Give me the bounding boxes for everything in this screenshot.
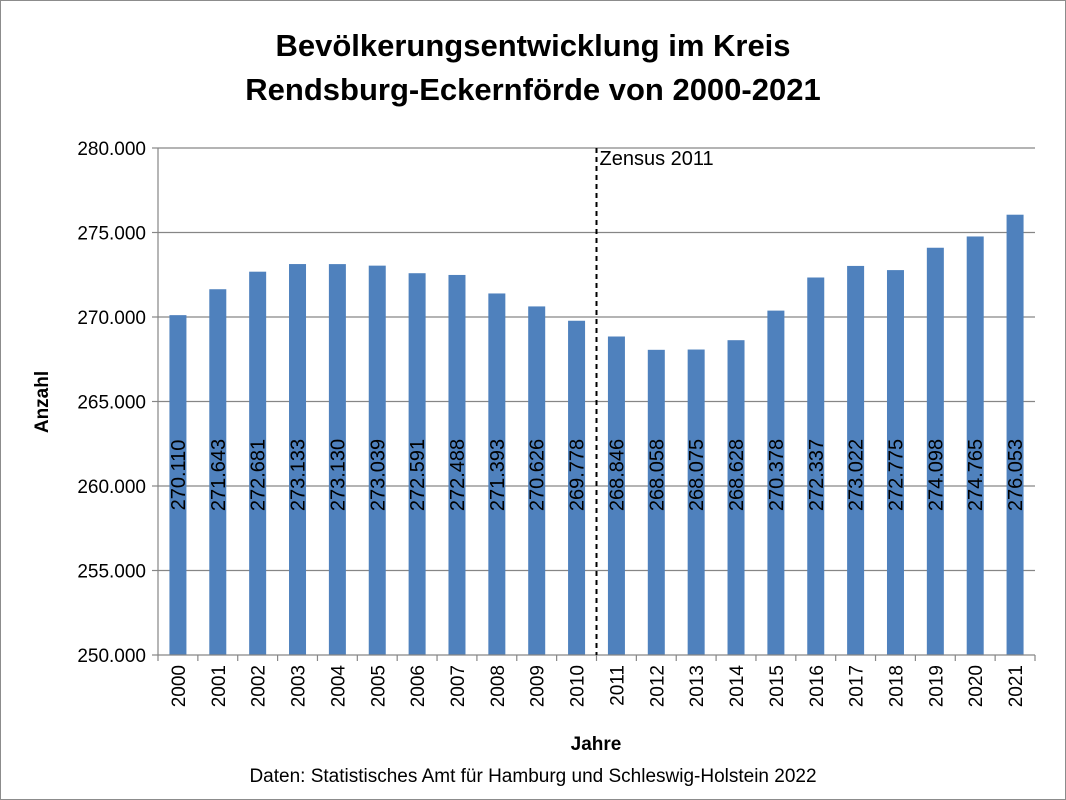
bar-2010	[568, 320, 586, 655]
value-label-2005: 273.039	[367, 439, 389, 511]
annotations: Zensus 2011	[595, 148, 714, 655]
bar-2016	[807, 277, 825, 655]
y-tick-label: 265.000	[77, 393, 146, 414]
x-tick-label: 2006	[408, 665, 429, 707]
chart-title-line-2: Rendsburg-Eckernförde von 2000-2021	[245, 72, 821, 107]
y-tick-label: 275.000	[77, 224, 146, 245]
bar-2021	[1006, 214, 1024, 656]
bar-2001	[209, 289, 227, 655]
chart-title: Bevölkerungsentwicklung im Kreis Rendsbu…	[0, 24, 1066, 112]
x-tick-label: 2015	[767, 665, 788, 707]
data-labels: 270.110 271.643 272.681 273.133 273.130 273.0…	[168, 439, 1027, 511]
x-tick-label: 2003	[289, 665, 310, 707]
value-label-2004: 273.130	[327, 439, 349, 511]
chart-title-line-1: Bevölkerungsentwicklung im Kreis	[275, 28, 791, 63]
bar-2004	[328, 264, 346, 655]
x-tick-label: 2004	[328, 665, 349, 708]
bar-2011	[607, 336, 625, 655]
x-tick-label: 2000	[169, 665, 190, 707]
value-label-2017: 273.022	[846, 439, 868, 511]
x-tick-label: 2002	[249, 665, 270, 707]
bar-2000	[169, 315, 187, 655]
value-label-2000: 270.110	[168, 440, 190, 511]
value-label-2012: 268.058	[646, 439, 668, 511]
bars	[169, 214, 1024, 656]
value-label-2020: 274.765	[965, 439, 987, 511]
value-label-2021: 276.053	[1005, 439, 1027, 511]
value-label-2011: 268.846	[606, 439, 628, 511]
bar-2007	[448, 274, 466, 655]
x-tick-label: 2012	[647, 665, 668, 707]
bar-2005	[368, 265, 386, 655]
bar-2012	[647, 349, 665, 655]
bar-2020	[966, 236, 984, 655]
value-label-2013: 268.075	[686, 439, 708, 511]
x-tick-label: 2001	[209, 665, 230, 707]
value-label-2016: 272.337	[806, 439, 828, 511]
x-tick-label: 2014	[727, 665, 748, 708]
value-label-2015: 270.378	[766, 439, 788, 511]
value-label-2002: 272.681	[248, 439, 270, 511]
x-tick-label: 2018	[886, 665, 907, 707]
bar-2006	[408, 273, 426, 655]
value-label-2014: 268.628	[726, 439, 748, 511]
bar-2018	[886, 270, 904, 655]
y-tick-label: 255.000	[77, 562, 146, 583]
x-tick-label: 2017	[847, 665, 868, 707]
bar-2003	[289, 264, 307, 655]
bar-2015	[767, 310, 785, 655]
value-label-2006: 272.591	[407, 439, 429, 511]
value-label-2009: 270.626	[527, 439, 549, 511]
value-label-2018: 272.775	[885, 439, 907, 511]
y-tick-label: 260.000	[77, 477, 146, 498]
x-tick-label: 2008	[488, 665, 509, 707]
y-tick-label: 270.000	[77, 308, 146, 329]
x-tick-label: 2009	[528, 665, 549, 707]
y-tick-labels: 250.000 255.000 260.000 265.000 270.000 275.0…	[77, 139, 146, 667]
y-tick-label: 280.000	[77, 139, 146, 160]
x-tick-label: 2019	[926, 665, 947, 707]
bar-2019	[926, 247, 944, 655]
x-tick-label: 2007	[448, 665, 469, 707]
x-tick-label: 2005	[368, 665, 389, 707]
value-label-2019: 274.098	[925, 439, 947, 511]
annotation-label: Zensus 2011	[600, 148, 714, 170]
bar-2017	[847, 265, 865, 655]
y-axis-title: Anzahl	[32, 371, 53, 433]
value-label-2008: 271.393	[487, 439, 509, 511]
value-label-2003: 273.133	[288, 439, 310, 511]
bar-2002	[249, 271, 267, 655]
bar-2009	[528, 306, 546, 655]
source-note: Daten: Statistisches Amt für Hamburg und…	[249, 766, 817, 787]
x-tick-label: 2016	[807, 665, 828, 707]
x-tick-label: 2020	[966, 665, 987, 707]
x-tick-label: 2013	[687, 665, 708, 707]
x-tick-label: 2011	[607, 665, 628, 706]
value-label-2010: 269.778	[567, 439, 589, 511]
x-axis-title: Jahre	[571, 734, 622, 755]
y-tick-label: 250.000	[77, 646, 146, 667]
value-label-2007: 272.488	[447, 439, 469, 511]
x-tick-labels: 2000 2001 2002 2003 2004 2005 2006 2007 2008 2009…	[169, 665, 1027, 708]
bar-2013	[687, 349, 705, 655]
bar-2008	[488, 293, 506, 655]
value-label-2001: 271.643	[208, 439, 230, 511]
x-tick-label: 2010	[568, 665, 589, 707]
bar-2014	[727, 340, 745, 655]
x-tick-label: 2021	[1006, 665, 1027, 707]
